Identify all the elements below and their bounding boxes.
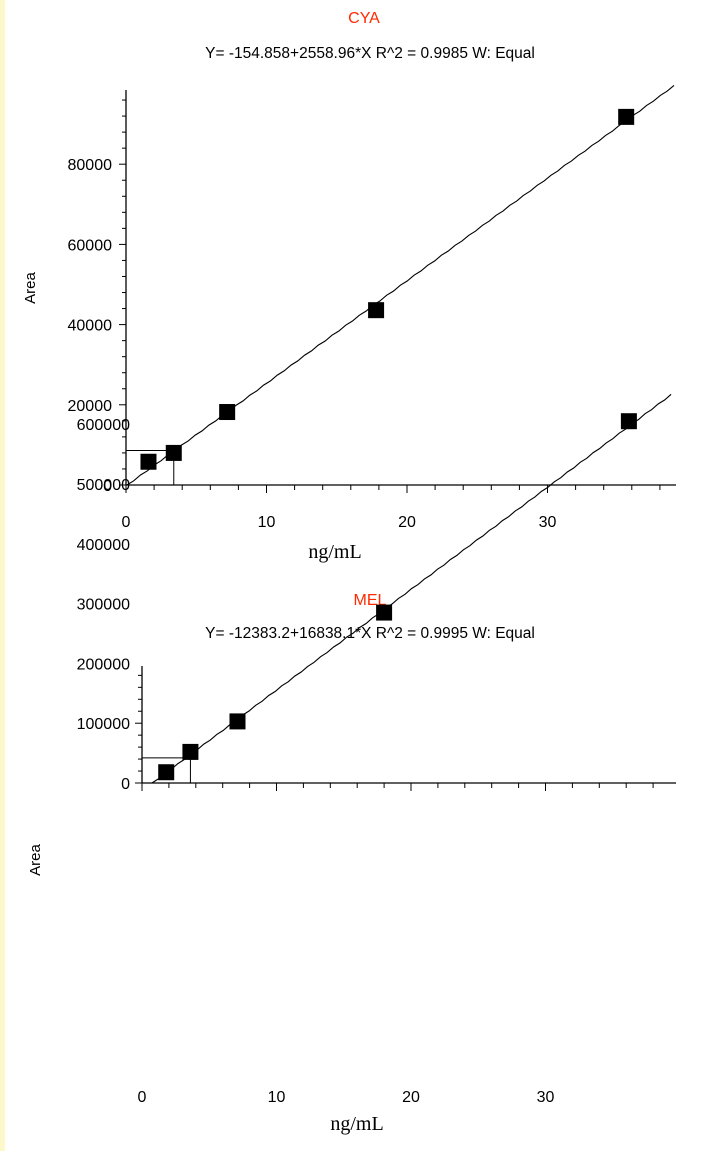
y-tick-label: 20000 xyxy=(68,398,113,415)
chart-title: CYA xyxy=(348,10,380,27)
x-tick-label: 10 xyxy=(268,1089,286,1106)
x-tick-label: 0 xyxy=(122,514,131,531)
y-tick-label: 80000 xyxy=(68,157,113,174)
regression-equation: Y= -154.858+2558.96*X R^2 = 0.9985 W: Eq… xyxy=(205,45,535,62)
x-tick-label: 20 xyxy=(398,514,416,531)
data-point xyxy=(219,404,236,421)
y-tick-label: 500000 xyxy=(77,477,130,494)
data-point xyxy=(182,743,199,760)
y-tick-label: 200000 xyxy=(77,656,130,673)
y-tick-label: 40000 xyxy=(68,318,113,335)
data-point xyxy=(165,444,182,461)
y-tick-label: 0 xyxy=(121,776,130,793)
data-point xyxy=(229,713,246,730)
y-axis-label: Area xyxy=(22,272,39,304)
cya-calibration-chart: CYA Y= -154.858+2558.96*X R^2 = 0.9985 W… xyxy=(22,10,676,563)
x-tick-label: 30 xyxy=(539,514,557,531)
regression-equation: Y= -12383.2+16838.1*X R^2 = 0.9995 W: Eq… xyxy=(205,625,535,642)
y-tick-label: 600000 xyxy=(77,417,130,434)
x-tick-label: 10 xyxy=(258,514,276,531)
data-point xyxy=(620,413,637,430)
y-tick-label: 0 xyxy=(103,478,112,495)
data-point xyxy=(618,108,635,125)
y-tick-label: 400000 xyxy=(77,537,130,554)
x-axis-label: ng/mL xyxy=(330,1113,383,1135)
y-tick-label: 300000 xyxy=(77,597,130,614)
data-point xyxy=(158,764,175,781)
x-tick-label: 0 xyxy=(138,1089,147,1106)
data-point xyxy=(368,302,385,319)
data-point xyxy=(376,604,393,621)
y-tick-label: 100000 xyxy=(77,716,130,733)
x-axis-label: ng/mL xyxy=(308,541,361,563)
y-tick-label: 60000 xyxy=(68,237,113,254)
left-border-strip xyxy=(0,0,5,1151)
mel-calibration-chart: MEL Y= -12383.2+16838.1*X R^2 = 0.9995 W… xyxy=(27,393,676,1135)
y-axis-label: Area xyxy=(27,844,44,876)
data-point xyxy=(140,453,157,470)
x-tick-label: 20 xyxy=(402,1089,420,1106)
x-tick-label: 30 xyxy=(537,1089,555,1106)
regression-line xyxy=(126,84,675,486)
